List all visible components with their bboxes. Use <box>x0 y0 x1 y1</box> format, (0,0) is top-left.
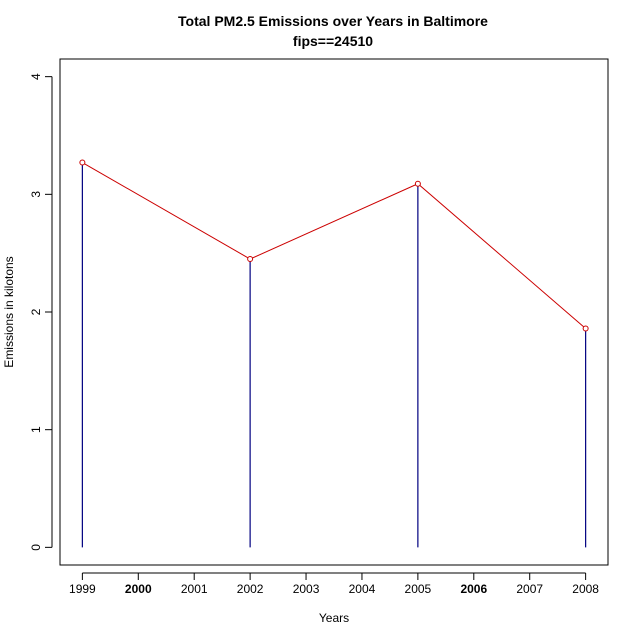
x-tick-label: 2005 <box>405 582 432 596</box>
y-tick-label: 1 <box>29 426 43 433</box>
x-tick-label: 2000 <box>125 582 152 596</box>
x-tick-label: 1999 <box>69 582 96 596</box>
x-axis-label: Years <box>319 611 349 625</box>
x-tick-label: 2003 <box>293 582 320 596</box>
y-tick-label: 2 <box>29 308 43 315</box>
x-tick-label: 2006 <box>460 582 487 596</box>
x-tick-label: 2007 <box>516 582 543 596</box>
y-tick-label: 0 <box>29 544 43 551</box>
data-point <box>79 159 86 166</box>
x-tick-label: 2001 <box>181 582 208 596</box>
y-axis-label: Emissions in kilotons <box>2 256 16 367</box>
x-tick-label: 2008 <box>572 582 599 596</box>
x-tick-label: 2004 <box>349 582 376 596</box>
data-point <box>247 256 254 263</box>
data-point <box>582 325 589 332</box>
plot-frame <box>59 58 609 566</box>
series <box>79 159 589 332</box>
y-tick-label: 4 <box>29 73 43 80</box>
y-axis: 0 1 2 3 4 <box>29 73 53 551</box>
chart-subtitle: fips==24510 <box>293 33 373 49</box>
series-line <box>82 162 586 329</box>
data-point <box>414 180 421 187</box>
chart-title: Total PM2.5 Emissions over Years in Balt… <box>178 13 488 29</box>
x-axis: 1999 2000 2001 2002 2003 2004 2005 2006 2007 2008 <box>69 572 599 596</box>
y-tick-label: 3 <box>29 191 43 198</box>
x-tick-label: 2002 <box>237 582 264 596</box>
drop-lines <box>81 162 587 548</box>
